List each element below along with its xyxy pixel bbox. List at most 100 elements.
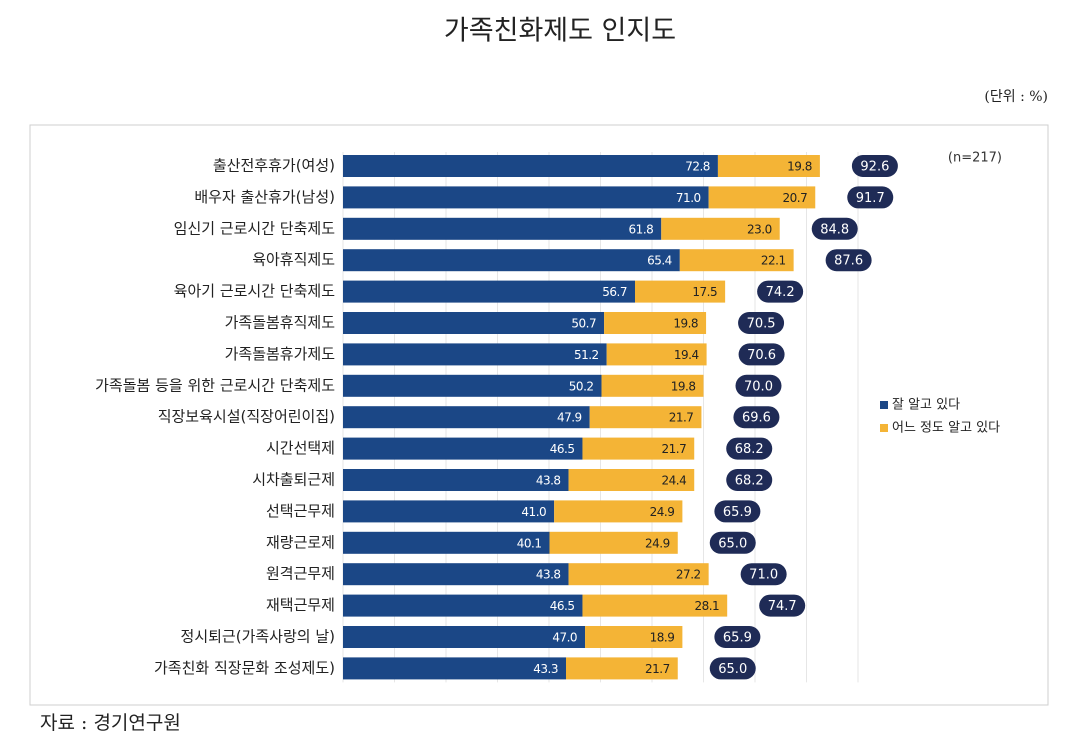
total-label: 87.6 bbox=[834, 254, 863, 269]
legend-swatch bbox=[880, 401, 888, 409]
bar-segment bbox=[343, 437, 583, 460]
bar-segment bbox=[582, 594, 728, 617]
bar-segment bbox=[343, 594, 583, 617]
value-label: 40.1 bbox=[517, 536, 542, 550]
y-tick-label: 가족돌봄휴직제도 bbox=[225, 314, 336, 332]
bar-segment bbox=[661, 217, 780, 240]
value-label: 50.7 bbox=[571, 317, 596, 331]
bar-segment bbox=[585, 626, 683, 648]
total-pill bbox=[726, 469, 773, 491]
chart-title: 가족친화제도 인지도 bbox=[444, 16, 676, 47]
total-label: 68.2 bbox=[735, 474, 764, 489]
bar-segment bbox=[635, 280, 726, 303]
value-label: 27.2 bbox=[676, 568, 701, 582]
y-tick-label: 가족친화 직장문화 조성제도) bbox=[154, 659, 335, 677]
bar-segment bbox=[343, 406, 590, 429]
y-tick-label: 재택근무제 bbox=[266, 596, 335, 614]
value-label: 46.5 bbox=[550, 442, 575, 456]
value-label: 47.0 bbox=[552, 631, 577, 645]
source-note: 자료 : 경기연구원 bbox=[40, 712, 181, 734]
bar-segment bbox=[582, 437, 695, 460]
value-label: 43.8 bbox=[536, 568, 561, 582]
value-label: 19.8 bbox=[787, 160, 812, 174]
total-label: 65.9 bbox=[723, 505, 752, 520]
total-label: 84.8 bbox=[820, 222, 849, 237]
value-label: 72.8 bbox=[685, 160, 710, 174]
value-label: 61.8 bbox=[629, 222, 654, 236]
total-label: 91.7 bbox=[856, 191, 885, 206]
bar-segment bbox=[554, 500, 683, 523]
legend-swatch bbox=[880, 424, 888, 432]
value-label: 24.9 bbox=[650, 505, 675, 519]
y-tick-label: 육아휴직제도 bbox=[252, 251, 335, 269]
value-label: 46.5 bbox=[550, 599, 575, 613]
bar-segment bbox=[549, 531, 678, 554]
value-label: 18.9 bbox=[650, 631, 675, 645]
total-label: 65.0 bbox=[718, 662, 747, 677]
y-tick-label: 직장보육시설(직장어린이집) bbox=[158, 408, 335, 426]
value-label: 47.9 bbox=[557, 411, 582, 425]
bar-segment bbox=[343, 186, 709, 209]
total-pill bbox=[733, 406, 780, 429]
bar-segment bbox=[343, 155, 718, 177]
total-label: 70.6 bbox=[747, 348, 776, 363]
bar-segment bbox=[343, 280, 636, 303]
y-tick-label: 시차출퇴근제 bbox=[252, 471, 335, 489]
total-label: 68.2 bbox=[735, 442, 764, 457]
total-pill bbox=[714, 500, 761, 523]
bar-segment bbox=[343, 500, 555, 523]
value-label: 24.4 bbox=[662, 474, 687, 488]
value-label: 19.8 bbox=[671, 379, 696, 393]
bar-segment bbox=[343, 217, 662, 240]
value-label: 21.7 bbox=[669, 411, 694, 425]
total-pill bbox=[738, 343, 785, 366]
y-tick-label: 가족돌봄휴가제도 bbox=[225, 345, 336, 363]
value-label: 21.7 bbox=[645, 662, 670, 676]
total-label: 71.0 bbox=[749, 568, 778, 583]
total-pill bbox=[740, 563, 787, 586]
plot-frame bbox=[29, 124, 1049, 706]
value-label: 43.3 bbox=[533, 662, 558, 676]
total-label: 70.5 bbox=[747, 317, 776, 332]
bar-segment bbox=[717, 155, 820, 177]
bar-segment bbox=[343, 249, 680, 272]
value-label: 22.1 bbox=[761, 254, 786, 268]
bar-segment bbox=[708, 186, 816, 209]
total-pill bbox=[726, 437, 773, 460]
total-pill bbox=[811, 217, 858, 240]
value-label: 20.7 bbox=[783, 191, 808, 205]
bar-segment bbox=[343, 657, 566, 680]
value-label: 24.9 bbox=[645, 536, 670, 550]
total-pill bbox=[825, 249, 872, 272]
value-label: 28.1 bbox=[694, 599, 719, 613]
bar-segment bbox=[589, 406, 702, 429]
bar-segment bbox=[343, 626, 586, 648]
y-tick-label: 선택근무제 bbox=[266, 502, 335, 520]
y-tick-label: 출산전후휴가(여성) bbox=[213, 157, 335, 175]
y-tick-label: 가족돌봄 등을 위한 근로시간 단축제도 bbox=[95, 376, 335, 394]
total-pill bbox=[738, 312, 785, 334]
total-pill bbox=[709, 531, 756, 554]
bar-segment bbox=[343, 312, 605, 334]
legend-label: 어느 정도 알고 있다 bbox=[892, 421, 1000, 436]
value-label: 17.5 bbox=[692, 285, 717, 299]
total-pill bbox=[735, 374, 782, 397]
value-label: 19.8 bbox=[673, 317, 698, 331]
bar-segment bbox=[568, 563, 709, 586]
y-tick-label: 재량근로제 bbox=[266, 533, 335, 551]
bar-segment bbox=[568, 469, 695, 491]
sample-note: (n=217) bbox=[948, 151, 1002, 166]
y-tick-label: 시간선택제 bbox=[266, 439, 335, 457]
y-tick-label: 정시퇴근(가족사랑의 날) bbox=[181, 628, 335, 646]
legend-label: 잘 알고 있다 bbox=[892, 398, 960, 413]
total-label: 65.0 bbox=[718, 536, 747, 551]
bar-segment bbox=[606, 343, 707, 366]
bar-segment bbox=[343, 343, 607, 366]
value-label: 23.0 bbox=[747, 222, 772, 236]
value-label: 56.7 bbox=[602, 285, 627, 299]
total-pill bbox=[759, 594, 806, 617]
bar-segment bbox=[343, 374, 602, 397]
value-label: 41.0 bbox=[521, 505, 546, 519]
total-label: 74.2 bbox=[766, 285, 795, 300]
